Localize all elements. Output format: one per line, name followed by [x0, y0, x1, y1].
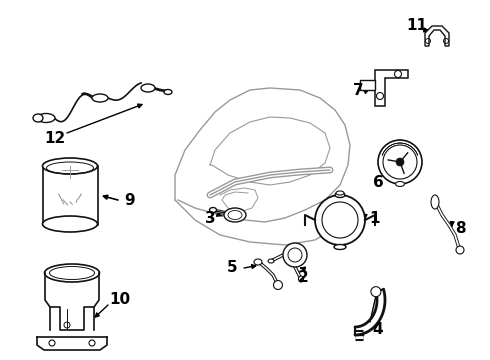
- Ellipse shape: [334, 244, 346, 249]
- Text: 3: 3: [205, 211, 215, 225]
- Ellipse shape: [336, 191, 344, 195]
- Circle shape: [273, 280, 283, 289]
- Ellipse shape: [37, 113, 55, 122]
- Ellipse shape: [224, 208, 246, 222]
- Text: 5: 5: [227, 261, 237, 275]
- Ellipse shape: [335, 193, 345, 198]
- Text: 12: 12: [45, 131, 66, 145]
- Polygon shape: [360, 80, 375, 90]
- Circle shape: [396, 158, 404, 166]
- Ellipse shape: [141, 84, 155, 92]
- Ellipse shape: [210, 207, 217, 212]
- Ellipse shape: [164, 90, 172, 95]
- Circle shape: [283, 243, 307, 267]
- Ellipse shape: [254, 259, 262, 265]
- Text: 2: 2: [297, 270, 308, 285]
- Circle shape: [456, 246, 464, 254]
- Text: 4: 4: [373, 323, 383, 338]
- Circle shape: [315, 195, 365, 245]
- Circle shape: [378, 140, 422, 184]
- Text: 7: 7: [353, 82, 363, 98]
- Text: 1: 1: [370, 211, 380, 225]
- Text: 6: 6: [372, 175, 383, 189]
- Ellipse shape: [43, 158, 98, 174]
- Ellipse shape: [298, 276, 303, 282]
- Ellipse shape: [33, 114, 43, 122]
- Ellipse shape: [43, 216, 98, 232]
- Ellipse shape: [431, 195, 439, 209]
- Ellipse shape: [45, 264, 99, 282]
- Ellipse shape: [92, 94, 108, 102]
- Polygon shape: [425, 26, 449, 46]
- Ellipse shape: [395, 181, 405, 186]
- Text: 10: 10: [109, 292, 130, 307]
- Text: 11: 11: [407, 18, 427, 32]
- Circle shape: [371, 287, 381, 297]
- Bar: [43, 166, 98, 225]
- Text: 9: 9: [124, 193, 135, 207]
- Text: 8: 8: [455, 220, 466, 235]
- Polygon shape: [375, 70, 408, 106]
- Ellipse shape: [268, 259, 274, 263]
